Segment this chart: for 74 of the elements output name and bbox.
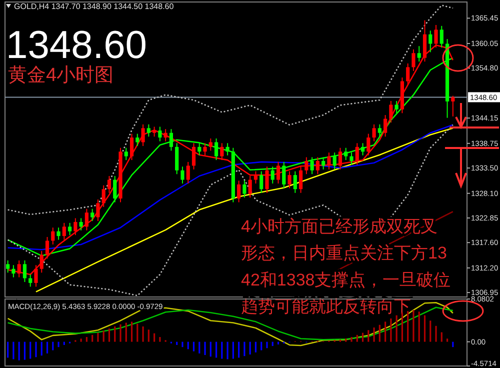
candlestick: [288, 170, 292, 189]
candlestick: [360, 142, 365, 156]
candlestick: [96, 198, 100, 222]
candlestick: [113, 176, 117, 203]
candlestick: [124, 147, 128, 161]
candlestick: [254, 170, 258, 184]
chart-title: GOLD,H4 1347.70 1348.90 1344.50 1348.60: [14, 2, 174, 11]
candlestick: [304, 156, 308, 175]
candlestick: [276, 161, 280, 184]
candlestick: [344, 147, 348, 161]
annotation: 42和1338支撑点，一旦破位: [241, 270, 451, 290]
candlestick: [136, 133, 140, 146]
candlestick: [158, 126, 162, 142]
candlestick: [62, 222, 66, 240]
candlestick: [175, 142, 179, 175]
candlestick: [316, 156, 320, 175]
candlestick: [260, 170, 264, 194]
candlestick: [265, 166, 269, 194]
candlestick: [28, 274, 32, 288]
candlestick: [180, 166, 184, 184]
candlestick: [282, 161, 286, 189]
candlestick: [169, 128, 174, 152]
candlestick: [412, 48, 416, 72]
candlestick: [350, 152, 354, 166]
candlestick: [186, 161, 190, 184]
candlestick: [355, 142, 359, 166]
candlestick: [141, 124, 145, 146]
candlestick: [270, 166, 274, 184]
candlestick: [90, 208, 94, 222]
candlestick: [327, 152, 331, 170]
candlestick: [338, 147, 342, 170]
candlestick: [146, 124, 150, 138]
candlestick: [208, 138, 212, 152]
candlestick: [220, 142, 224, 161]
candlestick: [298, 166, 303, 194]
candlestick: [6, 260, 10, 274]
candlestick: [440, 25, 444, 48]
candlestick: [451, 95, 455, 117]
candlestick: [293, 170, 297, 194]
candlestick: [389, 100, 393, 124]
candlestick: [417, 46, 421, 62]
text: 黄金4小时图: [8, 65, 114, 86]
candlestick: [56, 227, 60, 240]
candlestick: [226, 142, 230, 156]
candlestick: [406, 62, 410, 86]
candlestick: [192, 142, 196, 170]
candlestick: [12, 264, 16, 278]
candlestick: [372, 124, 376, 142]
candlestick: [79, 218, 83, 231]
candlestick: [248, 176, 252, 198]
candlestick: [203, 142, 207, 156]
candlestick: [84, 208, 88, 231]
candlestick: [152, 126, 156, 138]
candlestick: [74, 218, 78, 236]
candlestick: [51, 227, 55, 245]
candlestick: [198, 142, 202, 156]
candlestick: [237, 180, 241, 203]
candlestick: [322, 156, 326, 170]
candlestick: [366, 133, 370, 156]
candlestick: [164, 128, 168, 142]
candlestick: [130, 133, 134, 161]
candlestick: [394, 100, 398, 114]
candlestick: [102, 184, 106, 208]
candlestick: [45, 236, 50, 260]
candlestick: [384, 114, 388, 138]
candlestick: [107, 176, 112, 194]
candlestick: [332, 152, 336, 170]
candlestick: [68, 222, 72, 236]
candlestick: [378, 124, 382, 138]
candlestick: [214, 138, 218, 161]
candlestick: [428, 30, 432, 53]
candlestick: [310, 156, 314, 175]
candlestick: [242, 180, 246, 198]
candlestick: [22, 260, 27, 282]
